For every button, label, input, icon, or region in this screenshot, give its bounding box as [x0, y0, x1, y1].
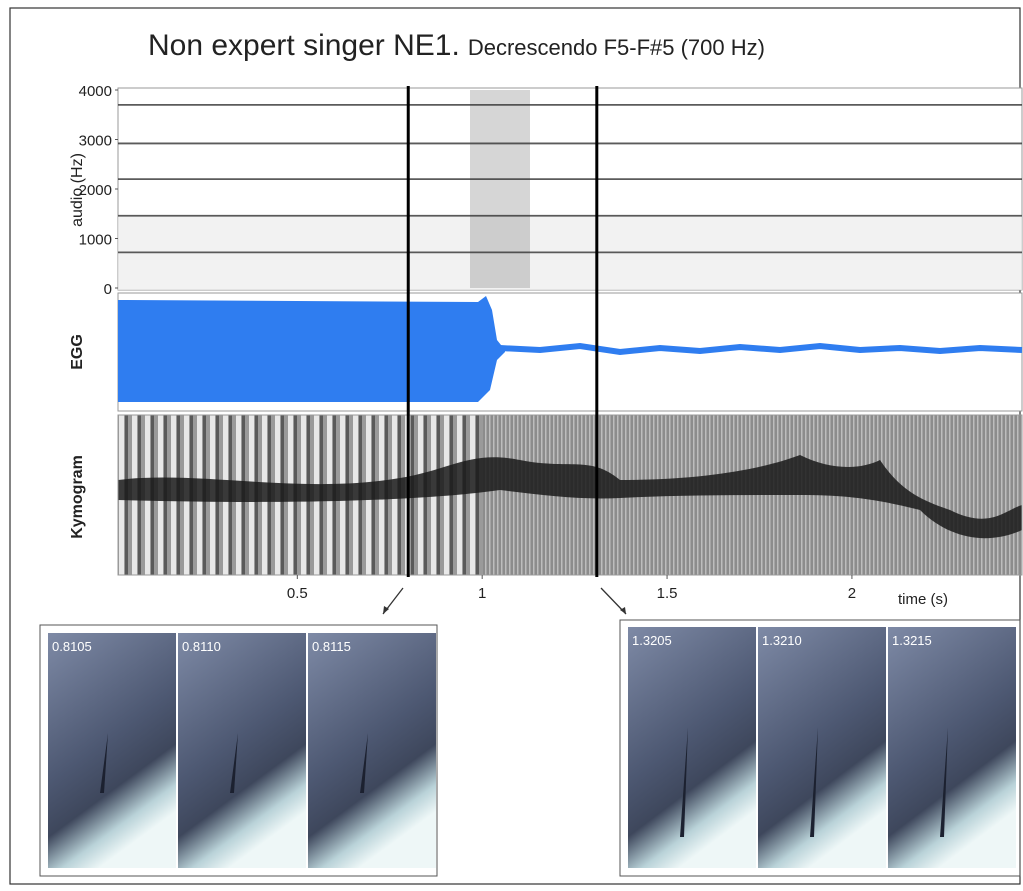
y-axis-label: audio (Hz): [69, 153, 86, 227]
x-axis-label: time (s): [898, 591, 948, 608]
frame-time: 0.8105: [52, 639, 92, 654]
y-tick-label: 3000: [79, 133, 112, 150]
endoscopy-frame: [628, 627, 756, 868]
frames-box: [39, 624, 438, 877]
endoscopy-frame: [178, 633, 306, 868]
x-tick-label: 1: [478, 585, 486, 602]
frame-time: 0.8110: [182, 639, 221, 654]
kymogram-band: [118, 455, 1022, 539]
frame-time: 0.8115: [312, 639, 351, 654]
x-tick-label: 1.5: [657, 585, 678, 602]
panel-label: EGG: [69, 334, 86, 370]
endoscopy-frame: [308, 633, 436, 868]
x-tick-label: 0.5: [287, 585, 308, 602]
y-tick-label: 0: [104, 281, 112, 298]
glottis: [680, 727, 688, 837]
transition-noise: [470, 90, 530, 288]
glottis: [360, 733, 368, 793]
subtitle: Decrescendo F5-F#5 (700 Hz): [468, 35, 765, 60]
arrow-head: [383, 606, 389, 614]
endoscopy-frame: [758, 627, 886, 868]
title: Non expert singer NE1. Decrescendo F5-F#5…: [148, 29, 765, 62]
endoscopy-frame: [888, 627, 1016, 868]
x-tick-label: 2: [848, 585, 856, 602]
panel-label: Kymogram: [69, 455, 86, 539]
egg-signal-tail: [499, 342, 1023, 356]
y-tick-label: 4000: [79, 83, 112, 100]
endoscopy-frame: [48, 633, 176, 868]
glottis: [230, 733, 238, 793]
glottis: [940, 727, 948, 837]
glottis: [100, 733, 108, 793]
frame-time: 1.3215: [892, 633, 932, 648]
title-main: Non expert singer NE1.: [148, 29, 460, 62]
frames-box: [619, 619, 1021, 877]
arrow-head: [620, 607, 626, 614]
frame-time: 1.3205: [632, 633, 672, 648]
frame-time: 1.3210: [762, 633, 802, 648]
glottis: [810, 727, 818, 837]
y-tick-label: 1000: [79, 232, 112, 249]
egg-signal: [118, 296, 505, 402]
y-tick-label: 2000: [79, 182, 112, 199]
kymogram-panel: [117, 414, 1023, 576]
